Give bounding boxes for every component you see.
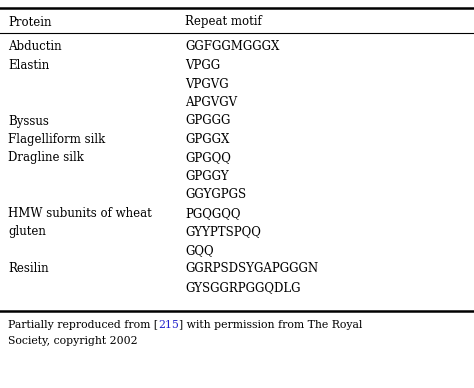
- Text: GPGGX: GPGGX: [185, 133, 229, 146]
- Text: VPGG: VPGG: [185, 59, 220, 72]
- Text: Protein: Protein: [8, 16, 52, 28]
- Text: Flagelliform silk: Flagelliform silk: [8, 133, 105, 146]
- Text: GPGQQ: GPGQQ: [185, 151, 231, 165]
- Text: Repeat motif: Repeat motif: [185, 16, 262, 28]
- Text: Society, copyright 2002: Society, copyright 2002: [8, 336, 137, 346]
- Text: GPGGY: GPGGY: [185, 170, 228, 183]
- Text: Elastin: Elastin: [8, 59, 49, 72]
- Text: Byssus: Byssus: [8, 114, 49, 128]
- Text: GYYPTSPQQ: GYYPTSPQQ: [185, 225, 261, 239]
- Text: 215: 215: [158, 320, 179, 330]
- Text: Resilin: Resilin: [8, 263, 49, 275]
- Text: gluten: gluten: [8, 225, 46, 239]
- Text: GPGGG: GPGGG: [185, 114, 230, 128]
- Text: VPGVG: VPGVG: [185, 78, 228, 90]
- Text: GQQ: GQQ: [185, 244, 214, 257]
- Text: GGYGPGS: GGYGPGS: [185, 189, 246, 201]
- Text: GGFGGMGGGX: GGFGGMGGGX: [185, 40, 279, 54]
- Text: Abductin: Abductin: [8, 40, 62, 54]
- Text: Dragline silk: Dragline silk: [8, 151, 84, 165]
- Text: GGRPSDSYGAPGGGN: GGRPSDSYGAPGGGN: [185, 263, 318, 275]
- Text: Partially reproduced from [: Partially reproduced from [: [8, 320, 158, 330]
- Text: ] with permission from The Royal: ] with permission from The Royal: [179, 320, 362, 330]
- Text: APGVGV: APGVGV: [185, 96, 237, 109]
- Text: GYSGGRPGGQDLG: GYSGGRPGGQDLG: [185, 281, 301, 294]
- Text: HMW subunits of wheat: HMW subunits of wheat: [8, 207, 152, 220]
- Text: PGQGQQ: PGQGQQ: [185, 207, 240, 220]
